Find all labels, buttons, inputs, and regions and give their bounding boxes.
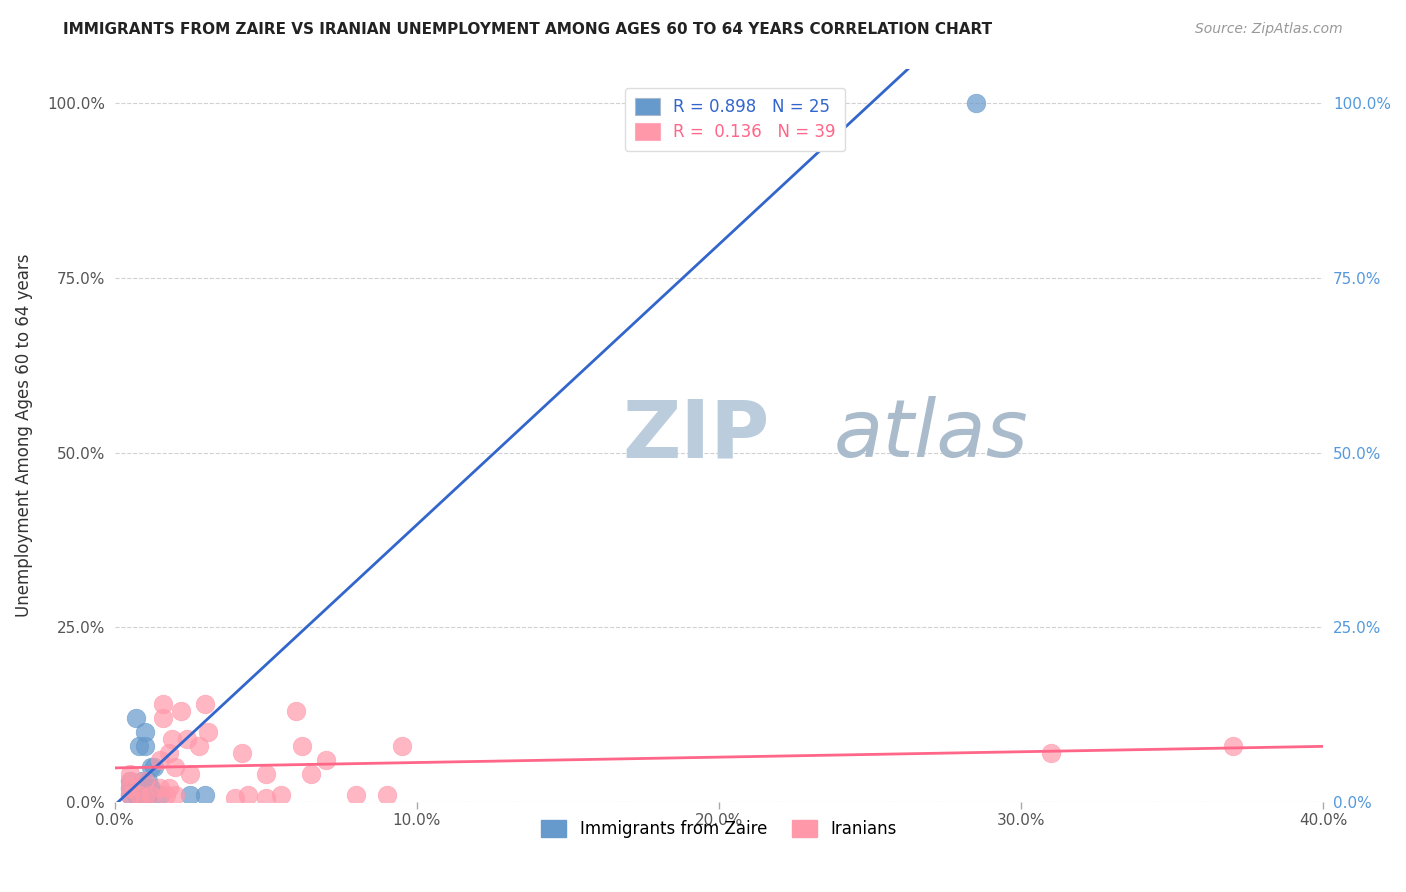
Point <box>1222 739 1244 753</box>
Point <box>231 746 253 760</box>
Point <box>118 788 141 802</box>
Point <box>197 724 219 739</box>
Point <box>125 780 148 795</box>
Point <box>176 731 198 746</box>
Point <box>118 766 141 780</box>
Point <box>157 780 180 795</box>
Point <box>152 711 174 725</box>
Point <box>157 746 180 760</box>
Point <box>118 780 141 795</box>
Point <box>118 773 141 788</box>
Text: atlas: atlas <box>834 396 1029 474</box>
Point <box>149 780 172 795</box>
Legend: Immigrants from Zaire, Iranians: Immigrants from Zaire, Iranians <box>534 813 903 845</box>
Point <box>134 724 156 739</box>
Point <box>125 711 148 725</box>
Point <box>254 766 277 780</box>
Point <box>179 766 201 780</box>
Point <box>131 773 153 788</box>
Point <box>188 739 211 753</box>
Point <box>163 759 186 773</box>
Point <box>270 788 292 802</box>
Point <box>128 788 150 802</box>
Point <box>139 788 162 802</box>
Point <box>136 773 159 788</box>
Point <box>254 791 277 805</box>
Point <box>128 739 150 753</box>
Point <box>149 753 172 767</box>
Point <box>128 788 150 802</box>
Point <box>344 788 367 802</box>
Point <box>284 704 307 718</box>
Point <box>125 788 148 802</box>
Point <box>179 788 201 802</box>
Point <box>134 791 156 805</box>
Y-axis label: Unemployment Among Ages 60 to 64 years: Unemployment Among Ages 60 to 64 years <box>15 253 32 616</box>
Point <box>152 697 174 711</box>
Point <box>134 739 156 753</box>
Point <box>170 704 193 718</box>
Point <box>134 773 156 788</box>
Point <box>118 788 141 802</box>
Point <box>160 731 183 746</box>
Point <box>1040 746 1063 760</box>
Point <box>965 96 987 111</box>
Point <box>194 697 217 711</box>
Point <box>662 111 685 125</box>
Point <box>118 773 141 788</box>
Point <box>149 788 172 802</box>
Point <box>375 788 398 802</box>
Point <box>139 780 162 795</box>
Point <box>299 766 322 780</box>
Point <box>142 759 165 773</box>
Point <box>236 788 259 802</box>
Point <box>163 788 186 802</box>
Point <box>224 791 246 805</box>
Point <box>118 780 141 795</box>
Point <box>136 788 159 802</box>
Point <box>391 739 413 753</box>
Text: Source: ZipAtlas.com: Source: ZipAtlas.com <box>1195 22 1343 37</box>
Point <box>125 784 148 798</box>
Point <box>194 788 217 802</box>
Point <box>291 739 314 753</box>
Text: ZIP: ZIP <box>623 396 769 474</box>
Point <box>155 788 177 802</box>
Point <box>139 759 162 773</box>
Text: IMMIGRANTS FROM ZAIRE VS IRANIAN UNEMPLOYMENT AMONG AGES 60 TO 64 YEARS CORRELAT: IMMIGRANTS FROM ZAIRE VS IRANIAN UNEMPLO… <box>63 22 993 37</box>
Point <box>134 780 156 795</box>
Point <box>134 788 156 802</box>
Point <box>315 753 337 767</box>
Point <box>131 780 153 795</box>
